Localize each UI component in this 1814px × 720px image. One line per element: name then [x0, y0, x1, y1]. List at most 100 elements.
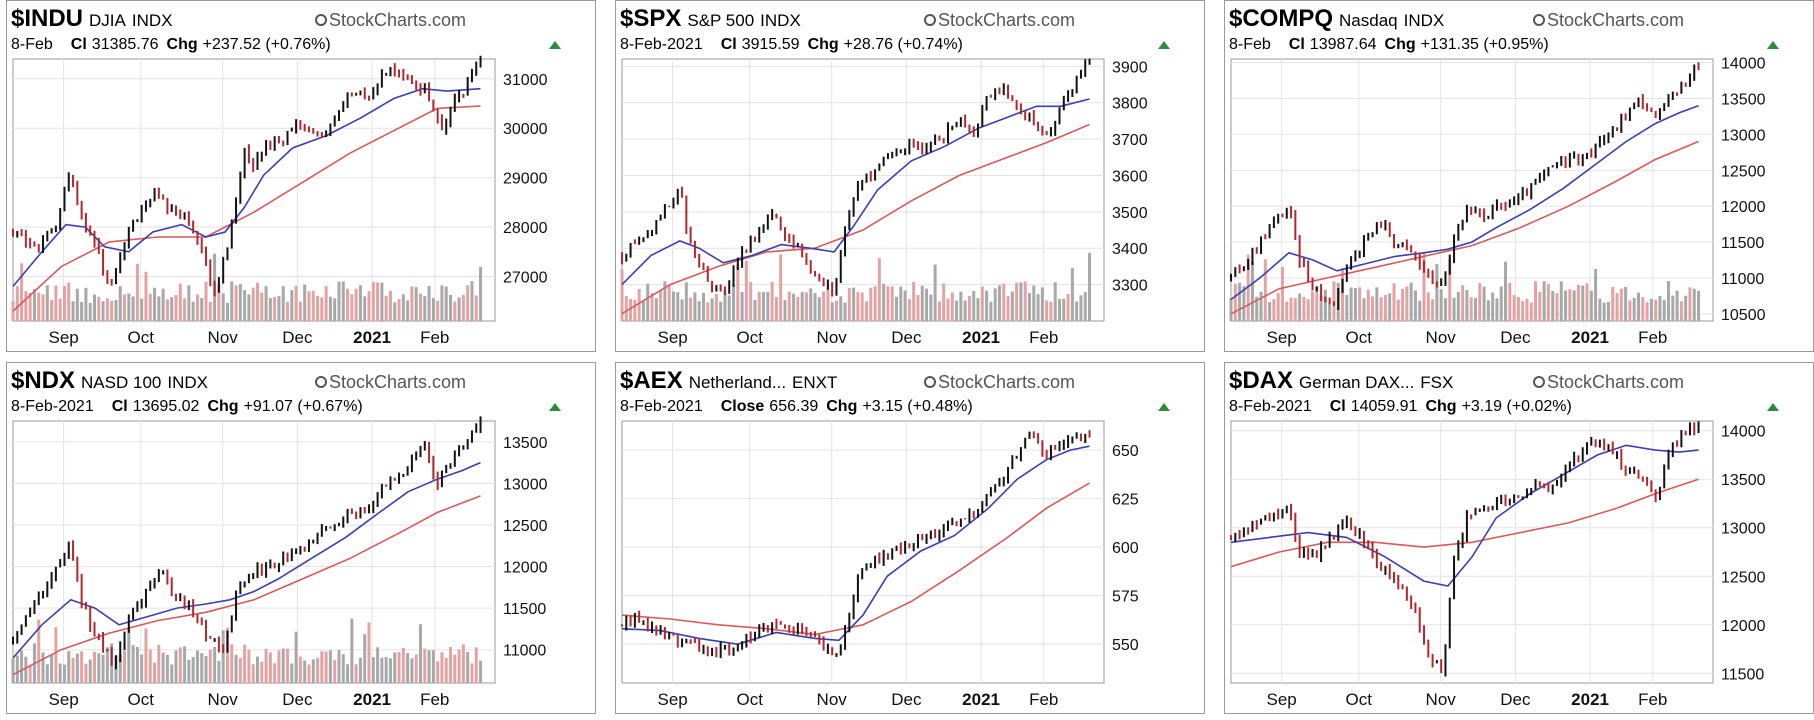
volume-bar — [380, 282, 384, 321]
volume-bars — [11, 253, 483, 321]
volume-bar — [929, 294, 933, 321]
volume-bar — [88, 659, 92, 683]
change-label: Chg — [1425, 398, 1456, 415]
volume-bar — [1298, 293, 1302, 321]
volume-bar — [864, 301, 868, 321]
volume-bars — [11, 618, 483, 683]
volume-bar — [135, 647, 139, 683]
up-arrow-icon — [1158, 403, 1170, 411]
volume-bar — [646, 283, 650, 321]
stockcharts-logo-icon — [1533, 376, 1545, 388]
volume-bar — [834, 300, 838, 321]
chart-panel-aex[interactable]: $AEX Netherland... ENXT StockCharts.com 8-Fe… — [615, 362, 1205, 714]
volume-bar — [1375, 287, 1379, 321]
volume-bar — [148, 649, 152, 683]
volume-bar — [28, 292, 32, 321]
volume-bar — [418, 293, 422, 321]
volume-bar — [174, 295, 178, 321]
volume-bar — [762, 292, 766, 321]
volume-bar — [1263, 259, 1267, 321]
volume-bar — [260, 292, 264, 321]
volume-bar — [1413, 290, 1417, 321]
volume-bar — [363, 296, 367, 321]
chart-panel-dax[interactable]: $DAX German DAX... FSX StockCharts.com 8-Feb… — [1224, 362, 1814, 714]
close-label: Cl — [1289, 36, 1305, 53]
volume-bar — [294, 631, 298, 683]
y-tick-label: 14000 — [1721, 424, 1766, 441]
moving-average-slow-line — [1230, 140, 1699, 315]
volume-bar — [67, 651, 71, 683]
volume-bar — [243, 644, 247, 683]
volume-bar — [431, 297, 435, 321]
volume-bar — [251, 664, 255, 683]
y-tick-label: 3900 — [1112, 59, 1148, 76]
x-tick-label: Feb — [1029, 690, 1058, 709]
volume-bar — [1019, 282, 1023, 321]
volume-bar — [165, 654, 169, 683]
volume-bar — [118, 286, 122, 321]
price-bars — [621, 430, 1091, 659]
y-tick-label: 11000 — [503, 643, 546, 660]
volume-bar — [470, 281, 474, 321]
volume-bar — [384, 295, 388, 321]
x-tick-label: Dec — [282, 690, 313, 709]
volume-bar — [144, 628, 148, 683]
volume-bar — [860, 292, 864, 321]
volume-bar — [376, 647, 380, 683]
x-tick-label: 2021 — [1571, 328, 1609, 347]
volume-bar — [1422, 252, 1426, 321]
quote-date: 8-Feb — [1229, 36, 1271, 53]
volume-bar — [255, 282, 259, 321]
chart-header-quote: 8-Feb Cl 31385.76 Chg +237.52 (+0.76%) — [11, 36, 331, 53]
volume-bar — [1654, 299, 1658, 321]
volume-bar — [157, 296, 161, 321]
volume-bar — [479, 660, 483, 683]
volume-bar — [238, 284, 242, 321]
volume-bar — [1280, 267, 1284, 321]
volume-bar — [997, 285, 1001, 321]
chart-panel-ndx[interactable]: $NDX NASD 100 INDX StockCharts.com 8-Feb-202… — [6, 362, 596, 714]
chart-panel-indu[interactable]: $INDU DJIA INDX StockCharts.com 8-Feb Cl 31385… — [6, 0, 596, 352]
volume-bar — [663, 281, 667, 321]
volume-bar — [830, 302, 834, 321]
x-tick-label: Nov — [817, 690, 848, 709]
x-tick-label: 2021 — [962, 690, 1000, 709]
volume-bar — [401, 647, 405, 683]
volume-bar — [346, 664, 350, 683]
volume-bar — [1409, 282, 1413, 321]
volume-bar — [727, 295, 731, 321]
volume-bar — [650, 293, 654, 321]
volume-bar — [774, 297, 778, 321]
change-value: +131.35 (+0.95%) — [1421, 36, 1549, 53]
price-chart-svg: $COMPQ Nasdaq INDX StockCharts.com 8-Feb Cl 13… — [1229, 5, 1779, 347]
volume-bar — [281, 286, 285, 321]
chart-panel-compq[interactable]: $COMPQ Nasdaq INDX StockCharts.com 8-Feb Cl 13… — [1224, 0, 1814, 352]
close-label: Cl — [1330, 398, 1346, 415]
chart-header-quote: 8-Feb-2021 Cl 3915.59 Chg +28.76 (+0.74%) — [620, 36, 963, 53]
volume-bar — [298, 656, 302, 683]
volume-bar — [431, 650, 435, 683]
x-tick-label: Nov — [208, 328, 239, 347]
volume-bar — [255, 656, 259, 683]
y-tick-label: 11500 — [1721, 235, 1764, 252]
volume-bar — [714, 293, 718, 321]
volume-bar — [890, 286, 894, 321]
volume-bar — [148, 293, 152, 321]
volume-bar — [337, 281, 341, 321]
volume-bar — [84, 287, 88, 321]
volume-bar — [1688, 287, 1692, 321]
volume-bar — [1075, 301, 1079, 321]
volume-bar — [1508, 283, 1512, 321]
volume-bar — [1551, 290, 1555, 321]
change-label: Chg — [167, 36, 198, 53]
close-value: 31385.76 — [92, 36, 159, 53]
volume-bar — [200, 298, 204, 321]
y-tick-label: 13000 — [1721, 521, 1766, 538]
volume-bar — [1233, 283, 1237, 321]
chart-panel-spx[interactable]: $SPX S&P 500 INDX StockCharts.com 8-Feb-2021… — [615, 0, 1205, 352]
close-label: Cl — [71, 36, 87, 53]
volume-bar — [71, 657, 75, 683]
stockcharts-logo-icon — [924, 14, 936, 26]
symbol-label: $INDU — [11, 5, 83, 32]
volume-bar — [1675, 290, 1679, 321]
